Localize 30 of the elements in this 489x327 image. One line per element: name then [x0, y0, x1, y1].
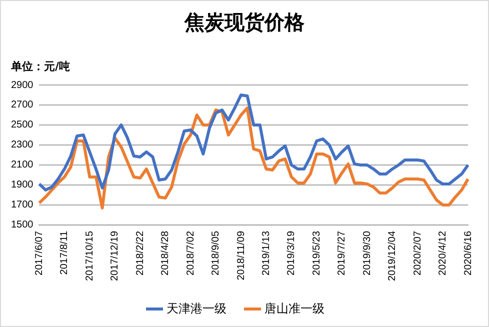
x-tick-label: 2018/2/22 — [134, 230, 146, 276]
x-tick-label: 2019/3/19 — [286, 230, 298, 276]
y-tick-label: 2700 — [10, 100, 34, 111]
x-tick-label: 2018/9/05 — [210, 230, 222, 276]
x-tick-label: 2018/7/02 — [185, 230, 196, 276]
y-tick-label: 2100 — [10, 160, 34, 171]
x-tick-label: 2017/8/11 — [59, 230, 70, 275]
x-tick-label: 2020/6/16 — [462, 230, 474, 276]
legend-label: 唐山准一级 — [264, 301, 324, 316]
text: 单位：元/吨 — [11, 59, 70, 74]
x-tick-label: 2017/6/07 — [34, 230, 45, 276]
x-tick-label: 2019/1/13 — [260, 230, 272, 276]
y-tick-label: 1900 — [10, 180, 34, 191]
x-tick-label: 2019/12/04 — [387, 230, 398, 282]
x-tick-label: 2020/4/12 — [438, 230, 449, 276]
legend-label: 天津港一级 — [166, 301, 226, 316]
x-tick-label: 2019/9/30 — [362, 230, 373, 276]
x-tick-label: 2018/11/09 — [236, 230, 247, 280]
x-tick-label: 2019/5/23 — [311, 230, 322, 276]
y-tick-label: 2900 — [10, 80, 34, 91]
x-tick-label: 2019/7/27 — [336, 230, 348, 276]
y-tick-label: 1500 — [10, 220, 34, 231]
y-tick-label: 2500 — [10, 120, 34, 131]
x-tick-label: 2018/4/28 — [160, 230, 172, 276]
y-tick-label: 2300 — [10, 140, 34, 151]
x-tick-label: 2017/10/15 — [84, 230, 96, 282]
y-tick-label: 1700 — [10, 200, 34, 211]
x-tick-label: 2020/2/07 — [412, 230, 424, 276]
x-tick-label: 2017/12/19 — [110, 230, 121, 282]
chart-title: 焦炭现货价格 — [183, 9, 306, 36]
